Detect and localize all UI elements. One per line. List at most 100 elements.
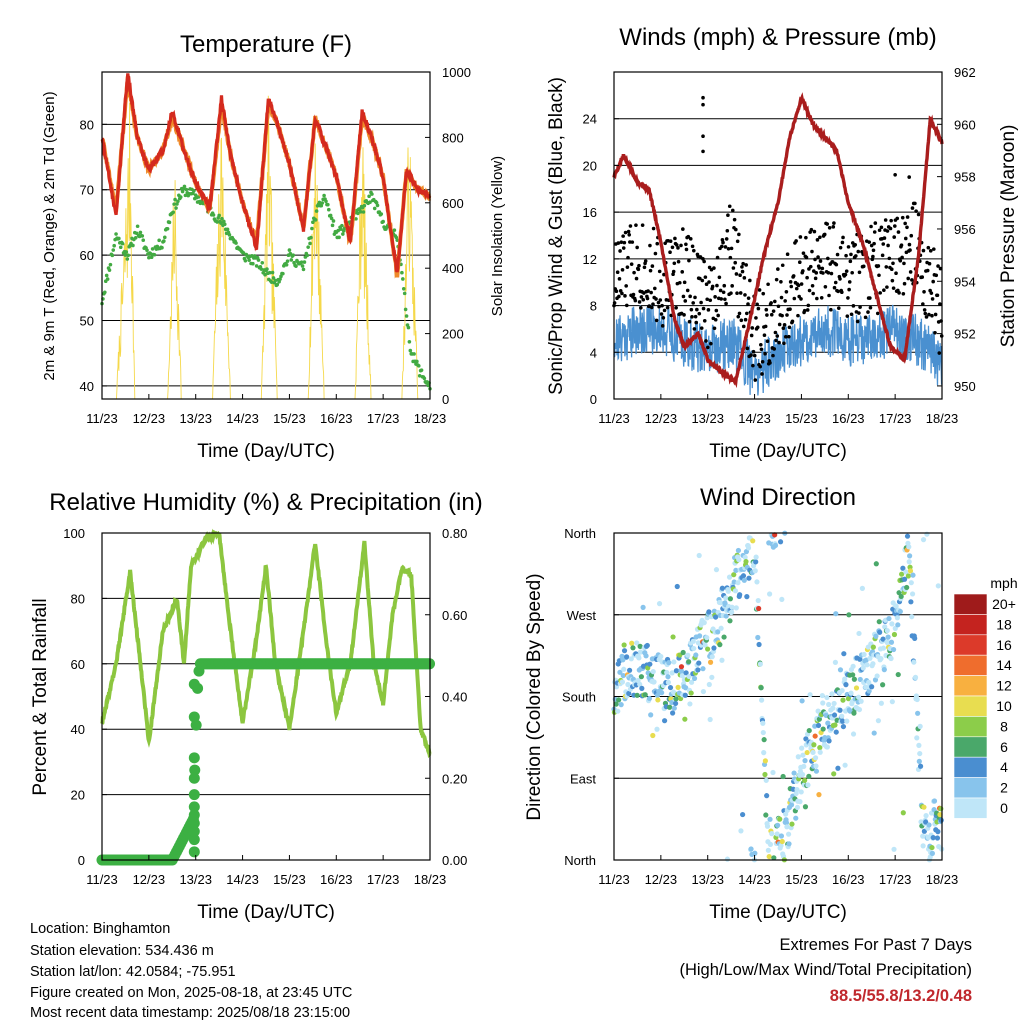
gust-point xyxy=(713,317,718,322)
direction-point xyxy=(671,659,677,665)
precip-point xyxy=(189,764,201,776)
gust-point xyxy=(822,232,827,237)
dewpoint-point xyxy=(147,255,151,260)
gust-point xyxy=(743,317,748,322)
winds-xtick-label: 12/23 xyxy=(645,411,678,426)
direction-point xyxy=(735,547,742,554)
dewpoint-point xyxy=(145,248,149,252)
gust-point xyxy=(722,283,727,288)
gust-point xyxy=(827,293,831,298)
gust-point xyxy=(741,324,746,329)
direction-point xyxy=(856,630,862,637)
direction-point xyxy=(794,804,801,810)
gust-point xyxy=(654,318,659,323)
gust-point xyxy=(752,353,757,358)
dewpoint-point xyxy=(225,227,230,232)
temperature-ticks: 11/23 12/23 13/23 14/23 15/23 16/23 17/23 18/23… xyxy=(80,65,471,426)
direction-point xyxy=(881,667,887,673)
gust-point xyxy=(930,297,935,301)
dewpoint-point xyxy=(180,189,185,194)
gust-point xyxy=(819,296,824,300)
gust-point xyxy=(794,239,798,243)
dewpoint-point xyxy=(271,276,276,280)
dewpoint-point xyxy=(406,325,411,330)
gust-point xyxy=(756,306,761,311)
gust-point xyxy=(905,215,910,219)
gust-point xyxy=(880,253,885,258)
gust-point xyxy=(869,224,873,229)
gust-point xyxy=(796,283,801,288)
dewpoint-point xyxy=(138,230,143,235)
direction-point xyxy=(916,758,922,764)
gust-point xyxy=(877,228,882,233)
direction-point xyxy=(758,685,764,691)
gust-point xyxy=(925,268,930,273)
direction-point xyxy=(829,691,835,697)
gust-point xyxy=(780,313,784,318)
gust-point xyxy=(659,279,663,283)
direction-point xyxy=(615,708,621,714)
direction-point xyxy=(715,629,721,635)
gust-point xyxy=(642,265,647,270)
dewpoint-point xyxy=(176,199,180,204)
gust-point xyxy=(735,291,739,296)
direction-point xyxy=(709,654,715,660)
direction-point xyxy=(721,634,727,640)
temperature-xtick-label: 13/23 xyxy=(179,411,212,426)
gust-point xyxy=(648,268,653,273)
direction-point xyxy=(816,792,822,798)
direction-point xyxy=(731,572,737,578)
temperature-xtick-label: 17/23 xyxy=(367,411,400,426)
direction-point xyxy=(672,700,679,707)
gust-point xyxy=(854,254,858,258)
direction-point xyxy=(889,699,895,705)
gust-point xyxy=(832,221,836,225)
direction-point xyxy=(648,712,654,718)
direction-point xyxy=(763,812,769,818)
dewpoint-point xyxy=(172,202,176,206)
dewpoint-point xyxy=(112,243,116,248)
direction-point xyxy=(706,609,712,615)
gust-point xyxy=(921,302,925,306)
direction-point xyxy=(915,710,921,716)
direction-point xyxy=(693,652,699,658)
gust-point xyxy=(639,295,644,299)
winds-ytick-label: 12 xyxy=(583,252,597,267)
dewpoint-point xyxy=(320,201,325,205)
gust-point xyxy=(639,306,643,310)
gust-point xyxy=(738,291,743,295)
direction-point xyxy=(719,585,725,591)
gust-point xyxy=(765,313,769,317)
gust-point xyxy=(818,259,823,263)
dewpoint-point xyxy=(328,213,333,218)
gust-point xyxy=(686,234,691,239)
gust-point xyxy=(870,257,875,262)
dewpoint-point xyxy=(175,202,179,206)
direction-point xyxy=(937,812,943,818)
direction-point xyxy=(903,569,909,575)
dewpoint-point xyxy=(356,211,360,216)
gust-point xyxy=(801,269,805,273)
gust-point xyxy=(891,261,895,266)
dewpoint-point xyxy=(305,253,310,258)
humidity-xtick-label: 11/23 xyxy=(86,872,118,887)
dewpoint-point xyxy=(251,261,255,266)
gust-point xyxy=(871,248,876,253)
dewpoint-point xyxy=(395,238,400,242)
dewpoint-point xyxy=(294,264,298,268)
gust-point xyxy=(921,248,926,253)
dewpoint-point xyxy=(254,264,259,268)
gust-point xyxy=(920,275,925,279)
direction-point xyxy=(824,694,830,701)
direction-point xyxy=(914,696,920,703)
direction-point xyxy=(929,844,935,851)
direction-point xyxy=(886,615,892,622)
gust-point xyxy=(688,294,692,299)
gust-point xyxy=(674,243,679,247)
gust-point xyxy=(763,324,768,329)
direction-point xyxy=(906,544,912,550)
gust-point xyxy=(896,230,901,234)
winds-ytick-label-right: 956 xyxy=(954,222,976,237)
gust-point xyxy=(868,296,872,300)
gust-point xyxy=(707,280,711,284)
